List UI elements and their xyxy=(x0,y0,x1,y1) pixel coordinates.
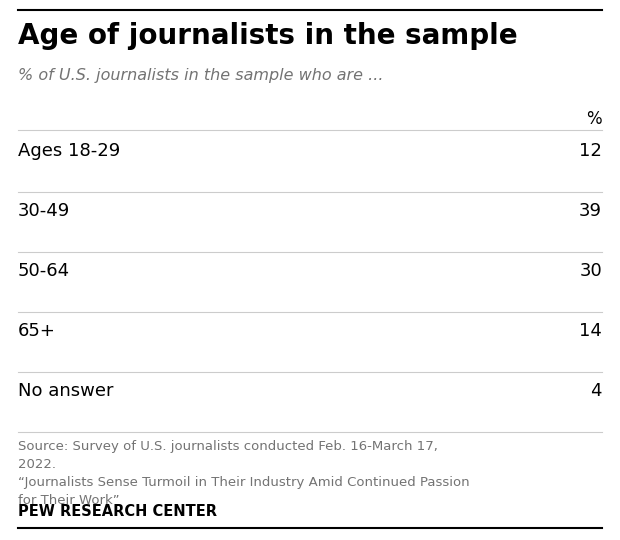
Text: Source: Survey of U.S. journalists conducted Feb. 16-March 17,
2022.
“Journalist: Source: Survey of U.S. journalists condu… xyxy=(18,440,469,507)
Text: 30-49: 30-49 xyxy=(18,202,70,220)
Text: Ages 18-29: Ages 18-29 xyxy=(18,142,120,160)
Text: % of U.S. journalists in the sample who are ...: % of U.S. journalists in the sample who … xyxy=(18,68,384,83)
Text: 14: 14 xyxy=(579,322,602,340)
Text: 4: 4 xyxy=(590,382,602,400)
Text: No answer: No answer xyxy=(18,382,113,400)
Text: 39: 39 xyxy=(579,202,602,220)
Text: PEW RESEARCH CENTER: PEW RESEARCH CENTER xyxy=(18,504,217,519)
Text: Age of journalists in the sample: Age of journalists in the sample xyxy=(18,22,518,50)
Text: 30: 30 xyxy=(579,262,602,280)
Text: 65+: 65+ xyxy=(18,322,56,340)
Text: 50-64: 50-64 xyxy=(18,262,70,280)
Text: %: % xyxy=(587,110,602,128)
Text: 12: 12 xyxy=(579,142,602,160)
